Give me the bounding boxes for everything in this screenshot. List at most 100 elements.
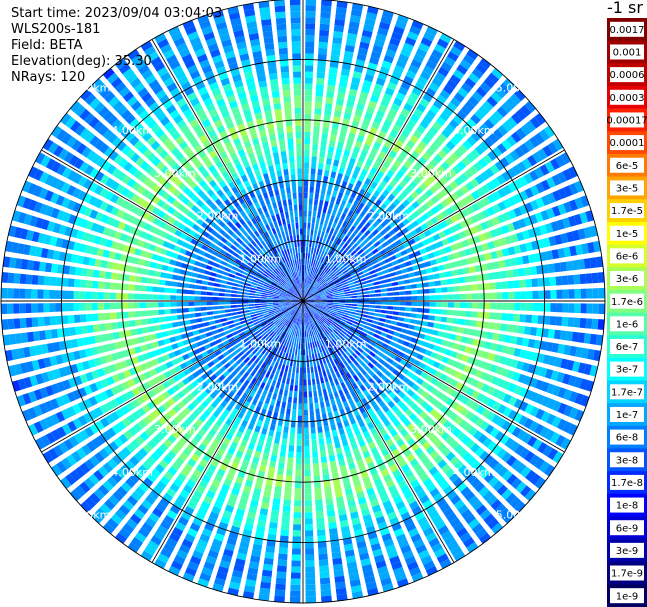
range-gate-cell bbox=[456, 527, 468, 538]
range-gate-cell bbox=[378, 400, 386, 408]
range-gate-cell bbox=[304, 119, 311, 127]
range-gate-cell bbox=[386, 334, 393, 340]
range-gate-cell bbox=[192, 550, 204, 560]
range-gate-cell bbox=[213, 314, 221, 320]
range-gate-cell bbox=[481, 383, 490, 393]
range-gate-cell bbox=[360, 234, 367, 241]
range-gate-cell bbox=[458, 127, 469, 138]
range-gate-cell bbox=[43, 276, 51, 286]
range-gate-cell bbox=[282, 432, 288, 440]
range-gate-cell bbox=[539, 340, 548, 351]
range-gate-cell bbox=[346, 100, 355, 109]
range-gate-cell bbox=[398, 458, 407, 468]
range-gate-cell bbox=[428, 466, 439, 476]
range-gate-cell bbox=[200, 311, 208, 317]
range-gate-cell bbox=[146, 277, 154, 284]
range-gate-cell bbox=[452, 427, 462, 438]
range-gate-cell bbox=[488, 272, 496, 280]
range-gate-cell bbox=[312, 316, 316, 322]
range-gate-cell bbox=[506, 269, 514, 278]
range-gate-cell bbox=[375, 297, 382, 301]
range-gate-cell bbox=[510, 359, 519, 369]
range-gate-cell bbox=[311, 279, 315, 286]
range-gate-cell bbox=[423, 31, 436, 42]
range-gate-cell bbox=[317, 426, 323, 434]
range-gate-cell bbox=[388, 108, 398, 118]
range-gate-cell bbox=[312, 132, 320, 139]
range-gate-cell bbox=[297, 330, 300, 338]
range-gate-cell bbox=[344, 106, 353, 114]
range-gate-cell bbox=[312, 288, 317, 294]
range-gate-cell bbox=[353, 318, 361, 323]
range-gate-cell bbox=[224, 293, 231, 297]
range-gate-cell bbox=[328, 281, 335, 286]
range-gate-cell bbox=[266, 304, 274, 307]
range-gate-cell bbox=[488, 114, 499, 126]
range-gate-cell bbox=[529, 454, 540, 466]
range-gate-cell bbox=[415, 407, 424, 416]
range-gate-cell bbox=[361, 564, 373, 573]
range-gate-cell bbox=[453, 550, 466, 562]
range-gate-cell bbox=[472, 255, 480, 264]
range-gate-cell bbox=[430, 377, 439, 386]
range-gate-cell bbox=[413, 538, 425, 549]
range-gate-cell bbox=[443, 172, 453, 182]
range-gate-cell bbox=[219, 284, 227, 289]
range-gate-cell bbox=[336, 502, 346, 510]
range-gate-cell bbox=[332, 478, 341, 486]
range-gate-cell bbox=[414, 81, 425, 91]
range-gate-cell bbox=[353, 220, 360, 228]
range-gate-cell bbox=[393, 216, 401, 225]
range-gate-cell bbox=[373, 404, 381, 412]
range-gate-cell bbox=[201, 316, 209, 322]
range-gate-cell bbox=[589, 257, 598, 269]
range-gate-cell bbox=[510, 233, 519, 243]
range-gate-cell bbox=[501, 420, 512, 431]
range-gate-cell bbox=[226, 281, 233, 286]
range-gate-cell bbox=[112, 331, 120, 340]
range-gate-cell bbox=[435, 391, 445, 400]
range-gate-cell bbox=[357, 347, 364, 354]
range-gate-cell bbox=[453, 69, 465, 80]
range-gate-cell bbox=[428, 54, 440, 65]
range-gate-cell bbox=[100, 260, 108, 269]
range-gate-cell bbox=[431, 329, 439, 336]
range-gate-cell bbox=[382, 433, 391, 442]
range-gate-cell bbox=[327, 387, 333, 395]
range-gate-cell bbox=[439, 272, 446, 279]
range-gate-cell bbox=[344, 44, 355, 53]
range-gate-cell bbox=[372, 374, 380, 382]
range-gate-cell bbox=[423, 308, 430, 314]
range-gate-cell bbox=[363, 23, 375, 33]
range-gate-cell bbox=[382, 500, 393, 509]
range-gate-cell bbox=[486, 206, 496, 216]
range-gate-cell bbox=[440, 161, 450, 171]
range-gate-cell bbox=[385, 479, 395, 488]
range-gate-cell bbox=[261, 292, 268, 296]
range-gate-cell bbox=[389, 414, 397, 423]
range-gate-cell bbox=[331, 42, 342, 51]
range-gate-cell bbox=[259, 382, 266, 389]
range-gate-cell bbox=[447, 341, 455, 349]
range-gate-cell bbox=[242, 433, 250, 442]
range-gate-cell bbox=[519, 143, 530, 155]
range-gate-cell bbox=[319, 29, 330, 37]
range-gate-cell bbox=[316, 420, 322, 428]
range-gate-cell bbox=[319, 17, 331, 25]
range-gate-cell bbox=[314, 305, 320, 309]
range-gate-cell bbox=[340, 525, 350, 534]
range-gate-cell bbox=[504, 357, 513, 367]
range-gate-cell bbox=[314, 334, 318, 342]
range-gate-cell bbox=[330, 346, 336, 354]
range-gate-cell bbox=[513, 313, 521, 322]
range-gate-cell bbox=[429, 226, 437, 235]
range-gate-cell bbox=[397, 316, 405, 322]
range-gate-cell bbox=[433, 250, 441, 257]
range-gate-cell bbox=[453, 443, 464, 454]
range-gate-cell bbox=[315, 96, 323, 103]
range-gate-cell bbox=[369, 427, 378, 435]
range-gate-cell bbox=[340, 213, 347, 220]
range-gate-cell bbox=[323, 169, 330, 177]
range-gate-cell bbox=[308, 301, 315, 303]
range-gate-cell bbox=[304, 421, 309, 428]
